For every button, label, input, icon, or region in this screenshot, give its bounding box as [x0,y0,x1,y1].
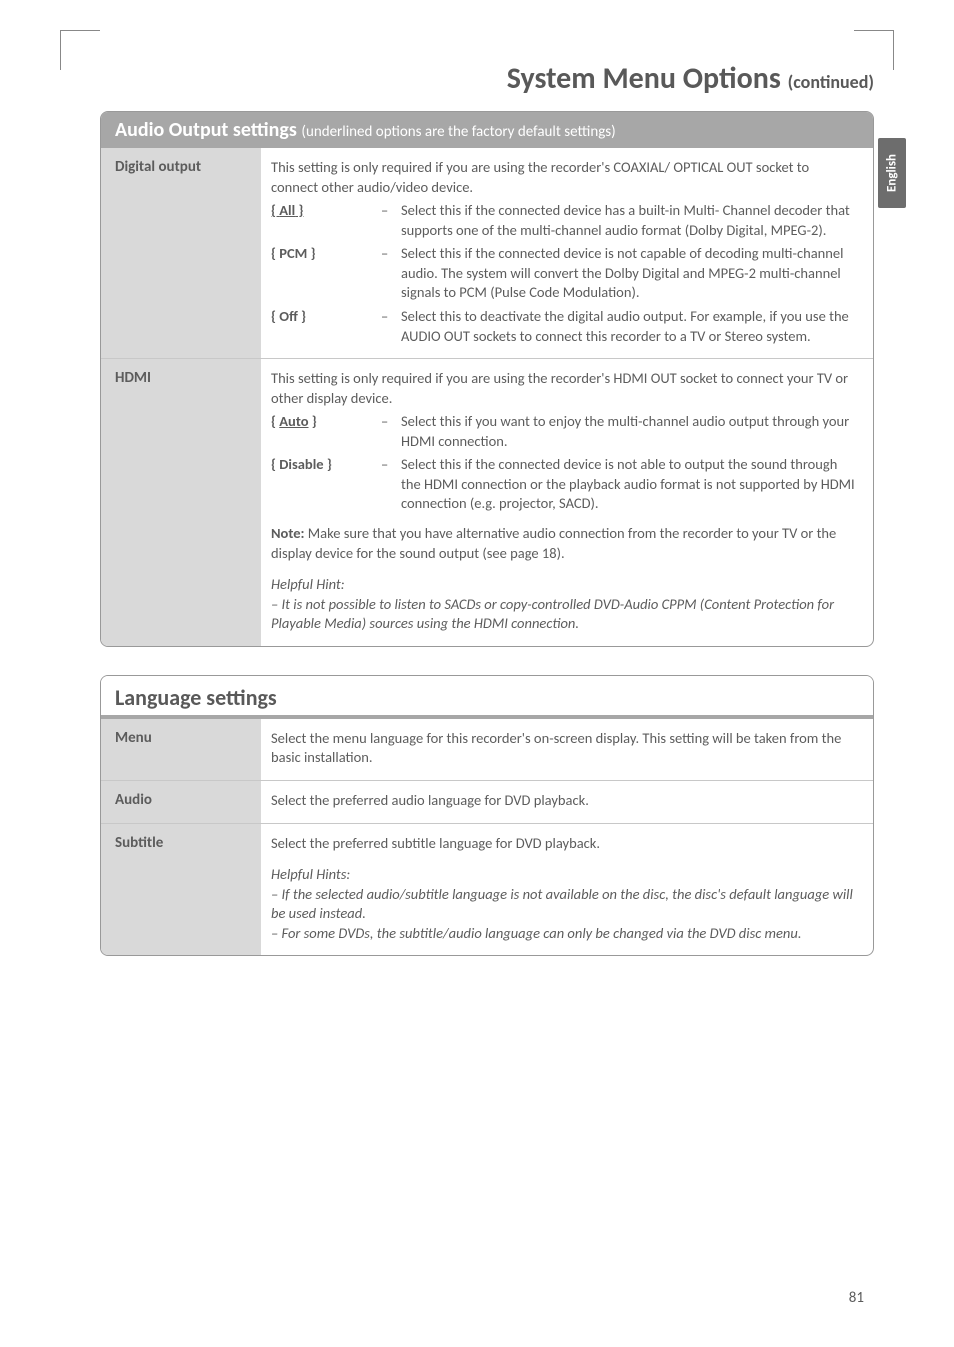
crop-mark-tr [893,30,894,70]
opt-auto-desc: Select this if you want to enjoy the mul… [401,412,859,451]
opt-off-key: { Off } [271,307,381,346]
subtitle-label: Subtitle [101,824,261,956]
opt-disable-desc: Select this if the connected device is n… [401,455,859,514]
hdmi-hint: Helpful Hint: – It is not possible to li… [271,575,859,634]
opt-disable-line: { Disable } – Select this if the connect… [271,455,859,514]
hdmi-content: This setting is only required if you are… [271,369,859,634]
audio-label: Audio [101,781,261,823]
lang-header: Language settings [101,676,873,719]
hdmi-intro: This setting is only required if you are… [271,369,859,408]
page-title: System Menu Options (continued) [100,60,874,97]
digital-output-label: Digital output [101,148,261,358]
opt-pcm-desc: Select this if the connected device is n… [401,244,859,303]
digital-output-content: This setting is only required if you are… [271,158,859,346]
menu-row: Menu Select the menu language for this r… [101,719,873,780]
audio-output-box: Audio Output settings (underlined option… [100,111,874,647]
audio-box-header: Audio Output settings (underlined option… [101,112,873,148]
hdmi-note: Note: Make sure that you have alternativ… [271,524,859,563]
dash: – [381,455,401,514]
dash: – [381,244,401,303]
hint-label: Helpful Hint: [271,575,859,595]
opt-auto-key-inner: Auto [279,412,308,430]
title-main: System Menu Options [507,60,781,97]
opt-all-line: { All } – Select this if the connected d… [271,201,859,240]
dash: – [381,412,401,451]
digital-intro: This setting is only required if you are… [271,158,859,197]
note-text: Make sure that you have alternative audi… [271,524,836,562]
opt-off-line: { Off } – Select this to deactivate the … [271,307,859,346]
opt-off-desc: Select this to deactivate the digital au… [401,307,859,346]
digital-output-row: Digital output This setting is only requ… [101,148,873,358]
opt-auto-key: { Auto } [271,412,317,430]
opt-all-key-inner: All [279,201,295,219]
hdmi-row: HDMI This setting is only required if yo… [101,358,873,646]
language-side-tab: English [878,138,906,208]
subtitle-row: Subtitle Select the preferred subtitle l… [101,823,873,956]
title-continued: (continued) [788,71,874,93]
opt-all-key: { All } [271,201,303,219]
subtitle-hint-label: Helpful Hints: [271,865,859,885]
audio-header-main: Audio Output settings [115,118,297,142]
dash: – [381,201,401,240]
audio-row: Audio Select the preferred audio languag… [101,780,873,823]
hdmi-label: HDMI [101,359,261,646]
subtitle-text: Select the preferred subtitle language f… [271,834,859,854]
menu-text: Select the menu language for this record… [271,729,859,768]
subtitle-hints: Helpful Hints: – If the selected audio/s… [271,865,859,943]
subtitle-hint1: – If the selected audio/subtitle languag… [271,885,859,924]
menu-label: Menu [101,719,261,780]
crop-mark-tl [60,30,61,70]
note-label: Note: [271,524,305,542]
opt-pcm-line: { PCM } – Select this if the connected d… [271,244,859,303]
audio-text: Select the preferred audio language for … [271,791,859,811]
opt-auto-line: { Auto } – Select this if you want to en… [271,412,859,451]
page-number: 81 [849,1289,864,1307]
opt-disable-key: { Disable } [271,455,381,514]
opt-all-desc: Select this if the connected device has … [401,201,859,240]
language-settings-box: Language settings Menu Select the menu l… [100,675,874,957]
opt-pcm-key: { PCM } [271,244,381,303]
hint-text: – It is not possible to listen to SACDs … [271,595,859,634]
audio-header-sub: (underlined options are the factory defa… [301,123,615,141]
subtitle-hint2: – For some DVDs, the subtitle/audio lang… [271,924,859,944]
dash: – [381,307,401,346]
subtitle-content: Select the preferred subtitle language f… [271,834,859,944]
